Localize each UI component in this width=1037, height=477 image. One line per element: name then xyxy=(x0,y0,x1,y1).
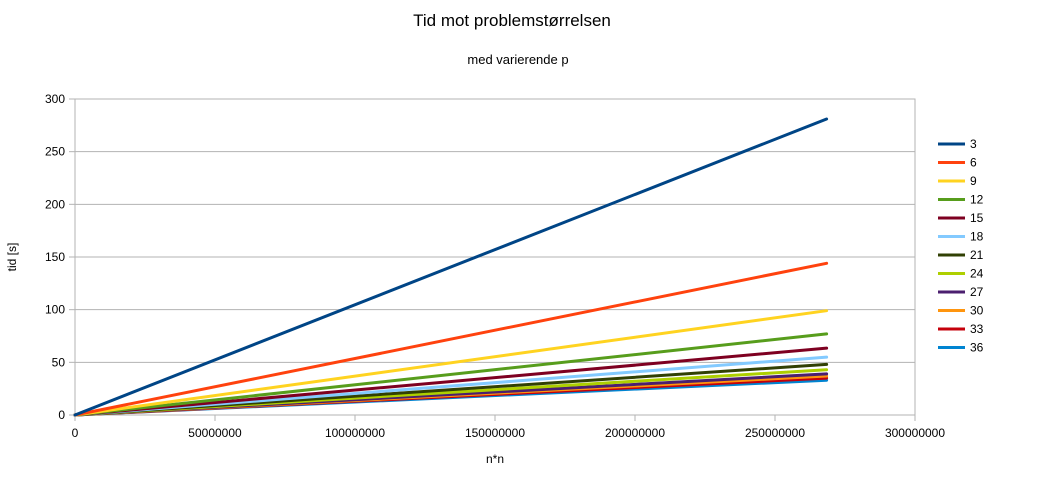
legend-label-27: 27 xyxy=(970,285,984,299)
y-axis-label: tid [s] xyxy=(5,243,19,272)
series-line-15 xyxy=(73,346,829,417)
series-lines xyxy=(73,117,829,417)
legend-label-3: 3 xyxy=(970,137,977,151)
series-line-12 xyxy=(73,332,829,417)
y-tick-label: 150 xyxy=(45,250,65,264)
x-tick-label: 200000000 xyxy=(605,426,665,440)
series-line-6 xyxy=(73,261,829,417)
y-tick-label: 0 xyxy=(58,408,65,422)
y-tick-label: 100 xyxy=(45,303,65,317)
series-line-9 xyxy=(73,309,829,417)
x-tick-label: 50000000 xyxy=(188,426,242,440)
y-tick-label: 300 xyxy=(45,92,65,106)
legend-label-33: 33 xyxy=(970,322,984,336)
y-axis-ticks: 0 50 100 150 200 250 300 xyxy=(45,92,75,422)
x-axis-label: n*n xyxy=(486,452,504,466)
x-tick-label: 300000000 xyxy=(885,426,945,440)
x-tick-label: 0 xyxy=(72,426,79,440)
legend-label-30: 30 xyxy=(970,304,984,318)
y-tick-label: 200 xyxy=(45,197,65,211)
x-axis-ticks: 0 50000000 100000000 150000000 200000000 2500… xyxy=(72,415,945,440)
legend-label-12: 12 xyxy=(970,193,984,207)
legend-label-6: 6 xyxy=(970,156,977,170)
legend-label-18: 18 xyxy=(970,230,984,244)
y-tick-label: 250 xyxy=(45,145,65,159)
chart-subtitle: med varierende p xyxy=(467,52,568,67)
legend-label-21: 21 xyxy=(970,248,984,262)
x-tick-label: 250000000 xyxy=(745,426,805,440)
x-tick-label: 150000000 xyxy=(465,426,525,440)
y-tick-label: 50 xyxy=(52,355,66,369)
legend-label-24: 24 xyxy=(970,267,984,281)
x-tick-label: 100000000 xyxy=(325,426,385,440)
chart-title: Tid mot problemstørrelsen xyxy=(413,11,611,30)
legend-label-36: 36 xyxy=(970,341,984,355)
series-line-3 xyxy=(73,117,829,417)
legend-label-9: 9 xyxy=(970,174,977,188)
legend-label-15: 15 xyxy=(970,211,984,225)
